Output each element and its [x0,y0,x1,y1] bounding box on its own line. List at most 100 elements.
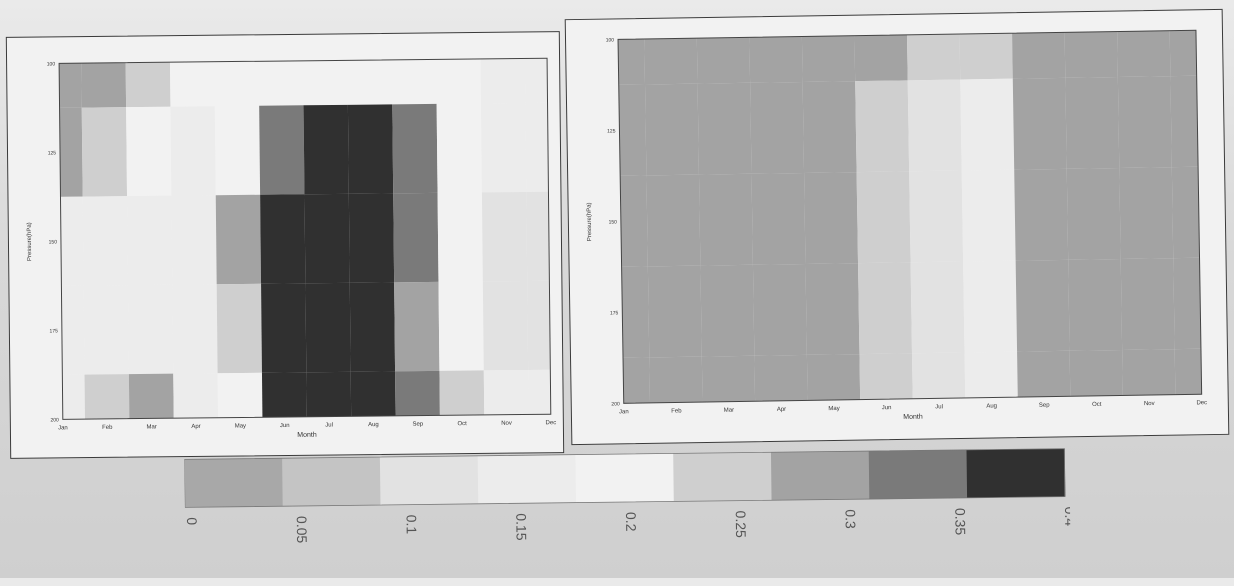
left-cell-1-7 [347,104,394,194]
left-x-tick-label: May [235,423,246,429]
left-x-tick-label: Sep [412,422,423,428]
right-cell-0-7 [959,33,1013,80]
left-cell-3-8 [394,281,440,372]
left-x-tick-label: Jul [325,423,333,429]
left-contour-fills [59,58,551,420]
left-cell-3-10 [482,280,529,371]
colorbar-swatch [770,451,870,501]
right-cell-1-9 [1065,77,1120,169]
left-cell-3-2 [127,284,174,375]
right-cell-2-8 [1014,168,1069,261]
right-y-tick-label: 100 [606,37,615,43]
colorbar-tick-label: 0.35 [952,508,968,536]
left-cell-0-5 [258,60,304,106]
left-cell-2-5 [260,194,306,284]
left-cell-1-0 [59,107,83,197]
colorbar-tick-label: 0.15 [513,513,529,541]
left-cell-2-4 [215,194,262,285]
colorbar-swatch [575,453,675,503]
right-x-tick-label: Jan [619,409,629,415]
right-cell-3-1 [647,265,702,358]
left-cell-4-4 [217,372,263,418]
left-y-tick-label: 125 [48,150,57,156]
left-x-ticks: Jan Feb Mar Apr May Jun Jul Aug Sep Oct Nov Dec [58,420,556,431]
right-cell-0-11 [1169,30,1197,77]
right-cell-1-2 [697,82,752,175]
left-cell-3-5 [261,283,307,373]
left-y-ticks: 100 125 150 175 200 [47,61,59,423]
left-cell-3-1 [83,285,129,375]
left-x-tick-label: Mar [146,424,156,430]
colorbar-tick-label: 0.4 [1062,506,1071,526]
right-cell-3-5 [858,262,912,355]
left-cell-3-4 [216,283,262,374]
left-cell-2-1 [82,196,128,286]
right-cell-2-4 [804,172,859,264]
right-cell-2-2 [698,173,753,266]
right-cell-2-5 [856,171,911,264]
right-cell-1-7 [960,78,1015,171]
left-cell-3-7 [349,282,396,372]
left-cell-4-0 [62,374,85,420]
colorbar-swatch [966,448,1066,498]
left-cell-2-7 [348,193,395,283]
right-cell-1-10 [1117,76,1172,169]
left-x-axis-label: Month [297,432,317,439]
right-cell-3-3 [752,263,807,356]
right-cell-0-8 [1012,32,1066,79]
colorbar-swatch [282,457,381,507]
left-cell-4-7 [350,371,396,417]
right-cell-4-0 [623,357,651,404]
right-y-tick-label: 150 [609,219,618,225]
left-x-tick-label: Dec [546,420,557,426]
left-cell-4-9 [439,370,485,416]
right-x-axis-label: Month [903,414,923,421]
colorbar: 0 0.05 0.1 0.15 0.2 0.25 0.3 0.35 0.4 [183,441,1078,582]
left-y-axis-label: Pressure(hPa) [27,222,33,261]
left-cell-2-3 [171,195,217,285]
left-cell-1-3 [170,106,216,196]
right-x-tick-label: Aug [986,403,997,409]
colorbar-tick-label: 0.2 [623,512,639,532]
right-cell-0-0 [618,38,646,85]
left-cell-2-8 [393,192,439,283]
right-cell-2-7 [961,169,1016,262]
right-x-ticks: Jan Feb Mar Apr May Jun Jul Aug Sep Oct Nov Dec [619,400,1207,415]
right-cell-4-10 [1122,349,1176,396]
right-plot-frame [617,29,1203,404]
left-cell-0-4 [214,61,260,107]
right-cell-3-4 [805,263,860,355]
right-cell-3-0 [621,266,650,358]
left-cell-2-9 [437,192,483,282]
left-cell-2-11 [526,191,550,281]
left-cell-2-2 [127,195,173,286]
left-cell-3-0 [61,285,85,375]
right-cell-3-8 [1015,259,1070,352]
right-cell-3-11 [1173,257,1201,350]
right-contour-plot: Jan Feb Mar Apr May Jun Jul Aug Sep Oct Nov Dec 100… [587,29,1207,421]
left-contour-panel: Jan Feb Mar Apr May Jun Jul Aug Sep Oct Nov Dec 100… [5,31,565,459]
right-cell-4-3 [754,354,808,402]
colorbar-swatch [673,452,773,502]
right-x-tick-label: Jun [882,405,892,411]
right-cell-3-7 [963,260,1018,353]
left-cell-0-9 [436,58,481,104]
right-cell-4-2 [701,355,756,403]
right-cell-4-8 [1017,350,1071,398]
left-cell-4-6 [306,371,352,417]
right-contour-panel: Jan Feb Mar Apr May Jun Jul Aug Sep Oct Nov Dec 100… [564,8,1230,446]
left-cell-0-10 [480,58,526,104]
left-cell-1-11 [525,102,549,192]
right-x-tick-label: Apr [777,407,786,413]
right-cell-1-4 [802,81,857,173]
left-contour-plot: Jan Feb Mar Apr May Jun Jul Aug Sep Oct Nov Dec 100… [27,57,556,439]
left-cell-0-0 [59,63,82,108]
right-cell-0-9 [1064,31,1118,78]
left-cell-1-1 [81,107,128,197]
left-x-tick-label: Feb [102,425,113,431]
left-y-tick-label: 200 [50,417,59,423]
right-x-tick-label: Nov [1144,401,1155,407]
left-cell-0-6 [303,60,348,106]
left-cell-0-1 [81,62,127,108]
right-cell-4-6 [911,352,966,399]
